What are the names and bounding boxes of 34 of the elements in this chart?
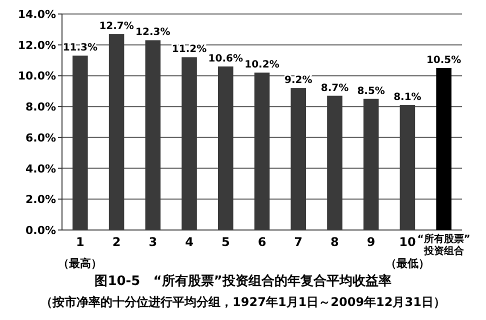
x-tick-label: “所有股票”投资组合 bbox=[417, 233, 470, 257]
y-tick-label: 0.0% bbox=[25, 224, 56, 237]
text: 图10-5 “所有股票”投资组合的年复合平均收益率 bbox=[94, 273, 392, 289]
text: （按市净率的十分位进行平均分组，1927年1月1日～2009年12月31日） bbox=[40, 295, 446, 309]
y-tick-label: 14.0% bbox=[18, 8, 56, 21]
x-tick-label: 6 bbox=[258, 235, 266, 249]
y-tick-label: 8.0% bbox=[25, 100, 56, 114]
x-tick-label: 1 bbox=[76, 235, 84, 249]
x-tick-label: 4 bbox=[185, 235, 194, 249]
data-label: 11.3% bbox=[62, 42, 98, 54]
data-label: 10.2% bbox=[244, 60, 280, 71]
y-tick-label: 2.0% bbox=[25, 193, 56, 206]
data-label: 11.2% bbox=[172, 44, 207, 56]
text: （最低） bbox=[385, 257, 430, 270]
y-tick-label: 10.0% bbox=[18, 70, 56, 83]
x-tick-label: 3 bbox=[148, 235, 158, 249]
y-tick-label: 4.0% bbox=[25, 162, 56, 176]
data-label: 12.7% bbox=[99, 21, 134, 32]
y-tick-label: 6.0% bbox=[25, 131, 56, 144]
data-label: 10.6% bbox=[208, 53, 243, 64]
x-tick-label: 5 bbox=[221, 235, 230, 249]
x-tick-label: 8 bbox=[330, 235, 339, 249]
data-label: 12.3% bbox=[136, 27, 170, 38]
text: （最高） bbox=[58, 257, 102, 270]
data-label: 8.5% bbox=[357, 86, 385, 97]
y-tick-label: 12.0% bbox=[18, 38, 56, 52]
x-tick-label: 2 bbox=[112, 235, 121, 249]
x-tick-label: 7 bbox=[294, 235, 303, 249]
data-label: 8.7% bbox=[320, 82, 349, 94]
x-tick-label: 10 bbox=[399, 235, 416, 249]
data-label: 9.2% bbox=[284, 75, 312, 86]
data-label: 8.1% bbox=[394, 92, 422, 104]
data-label: 10.5% bbox=[426, 55, 462, 66]
x-tick-label: 9 bbox=[366, 235, 376, 249]
